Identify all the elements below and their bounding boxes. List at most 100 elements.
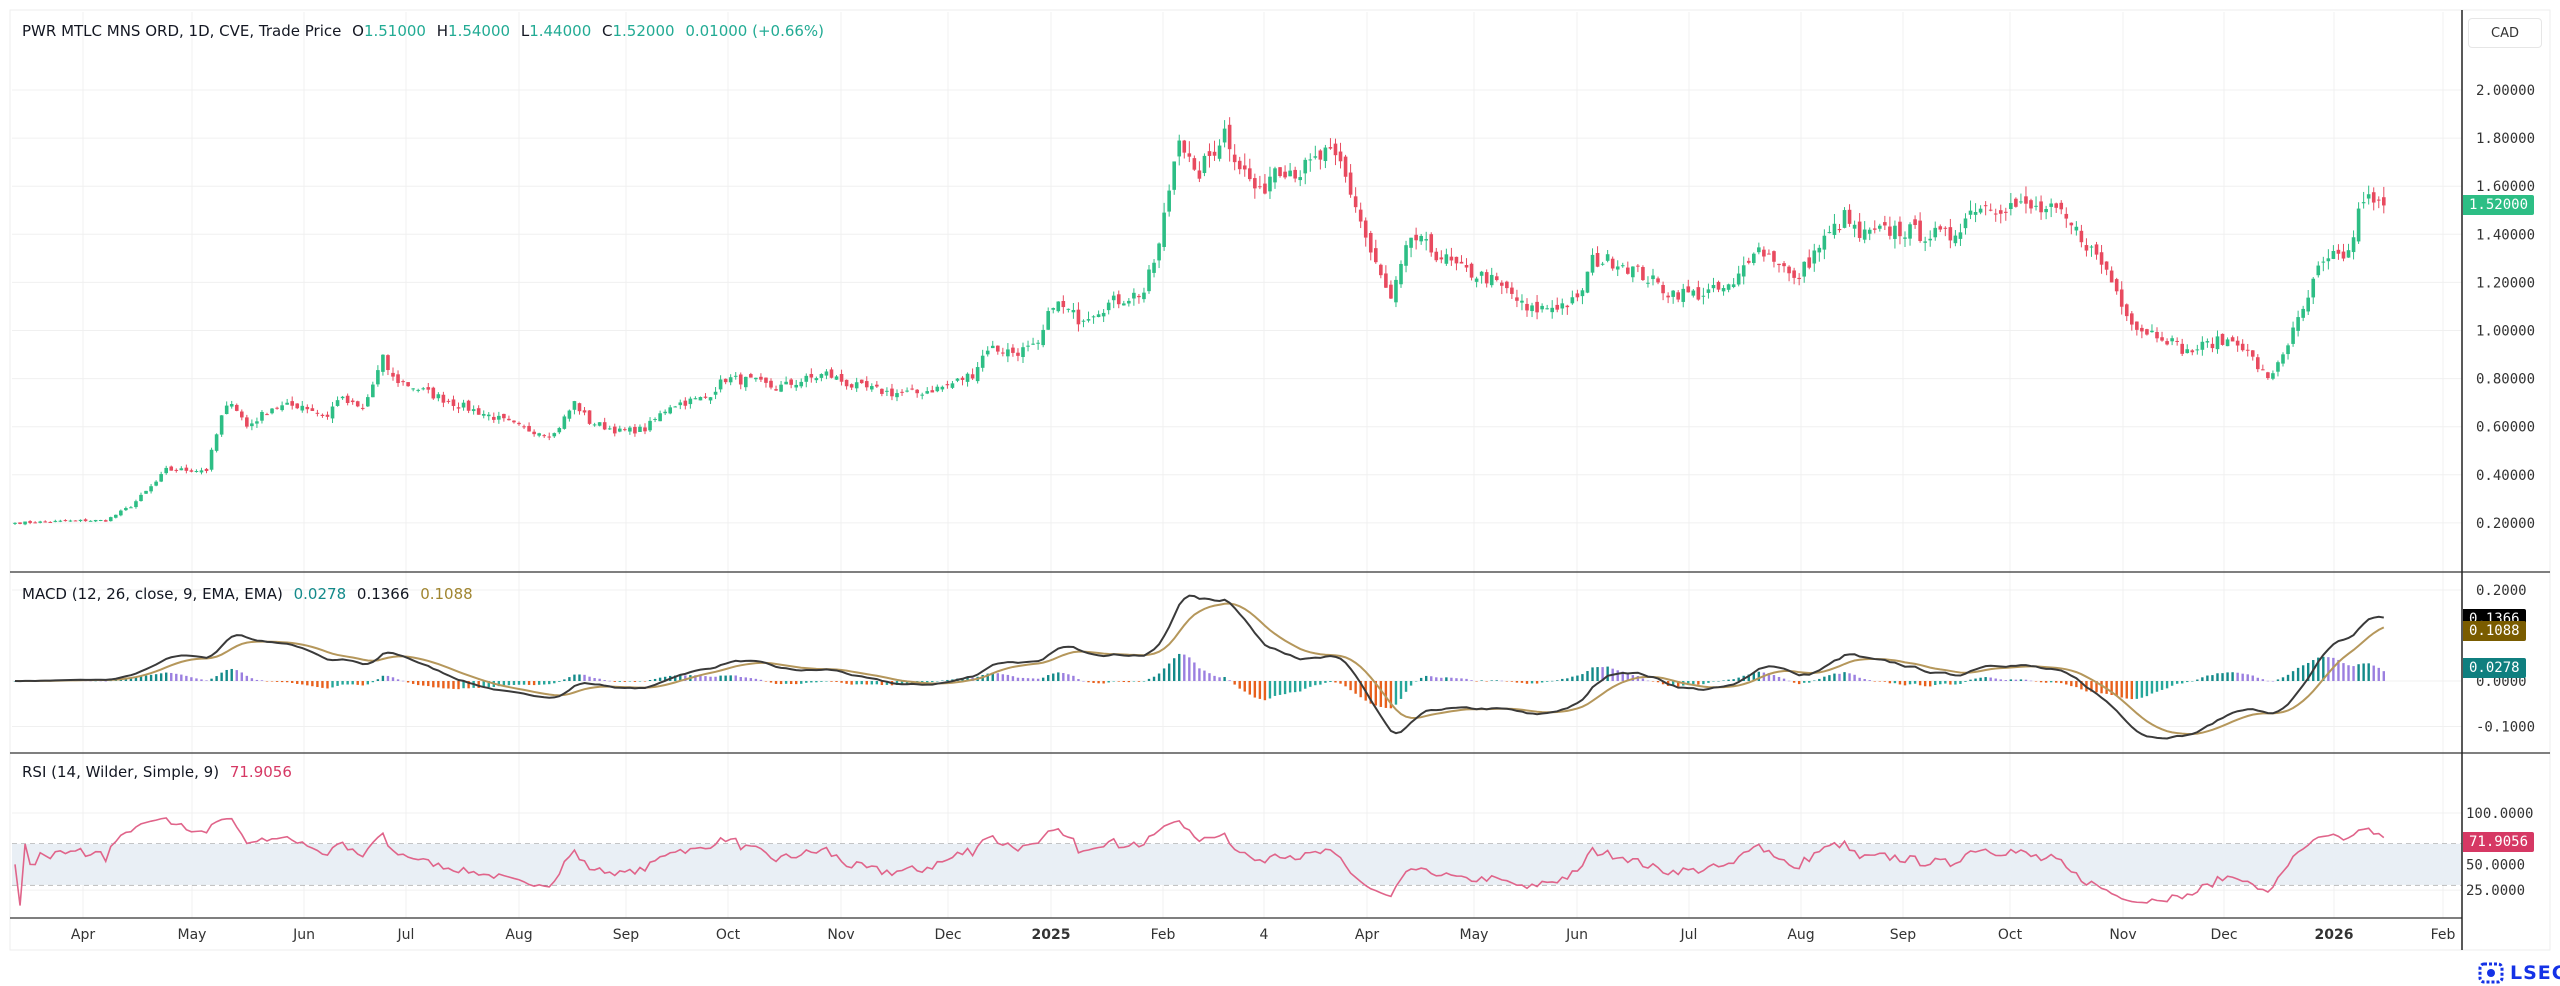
candle-body [1021, 347, 1025, 358]
change-value: 0.01000 (+0.66%) [685, 22, 825, 40]
macd-histogram-bar [2231, 672, 2234, 681]
macd-histogram-bar [2140, 681, 2144, 698]
macd-histogram-bar [1147, 678, 1151, 681]
candle-body [229, 404, 234, 407]
macd-histogram-bar [1193, 662, 1196, 681]
macd-histogram-bar [855, 681, 858, 685]
candle-body [1232, 154, 1237, 163]
candle-body [1111, 295, 1116, 301]
macd-histogram-bar [754, 678, 758, 681]
candle-body [2145, 329, 2149, 335]
macd-histogram-bar [2206, 675, 2209, 681]
candle-body [1802, 261, 1806, 277]
macd-histogram-bar [1545, 681, 1549, 682]
macd-histogram-bar [2246, 674, 2249, 681]
macd-histogram-bar [991, 672, 994, 681]
candle-body [1263, 183, 1267, 194]
candle-body [1883, 222, 1887, 226]
candle-body [1449, 256, 1454, 261]
macd-histogram-bar [2256, 677, 2259, 681]
macd-histogram-bar [860, 681, 863, 685]
candle-body [950, 383, 955, 388]
macd-histogram-bar [558, 681, 561, 682]
candle-body [1913, 219, 1917, 226]
candle-body [1560, 303, 1565, 309]
rsi-value: 71.9056 [229, 763, 292, 781]
macd-histogram-bar [2211, 675, 2214, 681]
macd-histogram-bar [875, 681, 879, 685]
candle-body [1384, 273, 1388, 288]
lseg-text: LSEG [2510, 962, 2560, 984]
candle-body [1842, 210, 1847, 228]
candle-body [1283, 171, 1287, 178]
macd-histogram-bar [1082, 680, 1085, 682]
candle-body [1958, 232, 1963, 239]
candle-body [1036, 342, 1040, 344]
candle-body [990, 345, 995, 349]
candle-body [1520, 300, 1524, 303]
macd-histogram-bar [1808, 681, 1811, 683]
macd-histogram-bar [1288, 681, 1292, 693]
macd-histogram-bar [205, 680, 208, 681]
macd-histogram-bar [941, 680, 944, 682]
macd-histogram-bar [1450, 677, 1453, 681]
candle-body [653, 418, 657, 420]
candle-body [1792, 270, 1796, 278]
candle-body [1157, 243, 1161, 261]
candle-body [461, 402, 466, 408]
candle-body [1237, 160, 1242, 170]
macd-histogram-bar [190, 677, 193, 681]
candle-body [1797, 277, 1801, 280]
macd-histogram-bar [1299, 681, 1302, 692]
macd-histogram-bar [1233, 681, 1236, 685]
macd-histogram-bar [764, 681, 768, 682]
macd-histogram-bar [784, 681, 788, 684]
macd-histogram-bar [1908, 681, 1912, 685]
macd-histogram-bar [1601, 667, 1604, 681]
macd-histogram-bar [331, 681, 334, 688]
candle-body [446, 400, 451, 402]
macd-histogram-bar [2367, 663, 2370, 681]
candle-body [2074, 226, 2079, 231]
macd-histogram-bar [1551, 680, 1554, 682]
macd-histogram-bar [779, 681, 783, 685]
macd-histogram-bar [2095, 681, 2098, 693]
price-tick-label: 0.40000 [2476, 468, 2535, 484]
macd-histogram-bar [230, 668, 233, 681]
candle-body [1631, 266, 1635, 278]
candle-body [1222, 128, 1227, 143]
time-tick-label: Dec [2210, 927, 2237, 943]
candle-body [48, 521, 53, 523]
macd-histogram-bar [1873, 681, 1876, 682]
macd-histogram-bar [1041, 677, 1045, 681]
macd-histogram-bar [870, 681, 873, 685]
candle-body [1686, 286, 1691, 293]
candle-body [1368, 233, 1373, 253]
macd-histogram-bar [1989, 677, 1992, 681]
macd-histogram-bar [1157, 673, 1161, 681]
candle-body [184, 467, 189, 471]
candle-body [688, 398, 693, 405]
candle-body [1202, 155, 1207, 174]
candle-body [1318, 150, 1323, 160]
time-tick-label: Jun [292, 927, 315, 943]
macd-histogram-bar [1858, 677, 1861, 681]
macd-histogram-bar [1823, 676, 1826, 681]
price-tick-label: 1.80000 [2476, 131, 2535, 147]
candle-body [366, 397, 370, 407]
candle-body [2341, 251, 2346, 259]
candle-body [834, 376, 839, 380]
macd-histogram-bar [704, 676, 707, 681]
candle-body [1550, 307, 1554, 313]
macd-histogram-bar [477, 681, 480, 688]
candle-body [945, 384, 950, 386]
candle-body [1822, 235, 1827, 250]
macd-histogram-bar [1021, 677, 1025, 681]
candle-body [1908, 224, 1912, 239]
candle-body [376, 370, 380, 385]
currency-button[interactable]: CAD [2468, 18, 2542, 48]
candle-body [1429, 234, 1434, 253]
candle-body [824, 371, 829, 376]
macd-histogram-bar [452, 681, 455, 689]
